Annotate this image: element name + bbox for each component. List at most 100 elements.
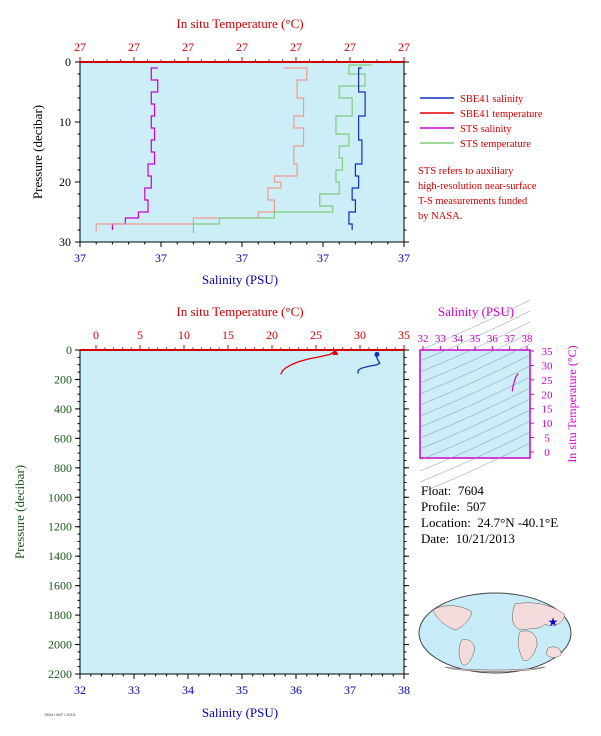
- legend: SBE41 salinity SBE41 temperature STS salin…: [420, 94, 543, 150]
- lower-bottom-tick-label: 34: [182, 683, 194, 697]
- upper-top-ticks: 27 27 27 27 27 27 27: [74, 40, 410, 62]
- lower-y-tick-label: 1000: [48, 490, 72, 504]
- location-row: Location: 24.7°N -40.1°E: [421, 515, 558, 531]
- legend-label: STS temperature: [460, 139, 531, 150]
- lower-top-tick-label: 35: [398, 328, 410, 342]
- lower-top-tick-label: 15: [222, 328, 234, 342]
- ts-top-tick-label: 36: [487, 333, 499, 345]
- lower-salinity-marker: [374, 351, 380, 357]
- lower-top-tick-label: 25: [310, 328, 322, 342]
- lower-y-tick-label: 2200: [48, 667, 72, 681]
- ts-top-tick-label: 33: [435, 333, 447, 345]
- note-line: by NASA.: [418, 211, 463, 222]
- lower-y-tick-label: 1200: [48, 520, 72, 534]
- ts-series: [511, 373, 519, 392]
- upper-bottom-axis-title: Salinity (PSU): [202, 272, 278, 287]
- upper-y-axis-title: Pressure (decibar): [30, 105, 45, 199]
- upper-top-tick-label: 27: [344, 40, 356, 54]
- upper-top-tick-label: 27: [74, 40, 86, 54]
- lower-y-axis-title: Pressure (decibar): [12, 465, 27, 559]
- upper-bottom-tick-label: 37: [236, 251, 248, 265]
- upper-y-ticks: 0 10 20 30: [59, 55, 409, 249]
- ts-density-contours: [419, 299, 531, 494]
- ts-right-tick-label: 35: [542, 346, 554, 358]
- upper-bottom-tick-label: 37: [317, 251, 329, 265]
- map-africa: [517, 630, 538, 661]
- ts-top-tick-label: 35: [470, 333, 482, 345]
- ts-top-tick-label: 37: [504, 333, 516, 345]
- ts-top-ticks: 32 33 34 35 36 37 38: [418, 333, 533, 350]
- lower-y-tick-label: 2000: [48, 638, 72, 652]
- world-map: ★: [418, 592, 572, 674]
- ts-line: [511, 373, 519, 392]
- ts-top-tick-label: 32: [418, 333, 429, 345]
- ts-contour-line: [419, 398, 531, 450]
- note-line: T-S measurements funded: [418, 196, 528, 207]
- profile-value: 507: [466, 499, 487, 514]
- lower-temperature-line: [280, 350, 336, 375]
- upper-top-tick-label: 27: [290, 40, 302, 54]
- ts-contour-line: [419, 442, 531, 494]
- upper-bottom-ticks: 37 37 37 37 37: [74, 242, 410, 265]
- map-continents: [432, 602, 566, 672]
- ts-right-tick-label: 25: [542, 375, 554, 387]
- lower-bottom-ticks: 32 33 34 35 36 37 38: [74, 674, 410, 697]
- ts-right-tick-label: 20: [542, 389, 554, 401]
- ts-contour-line: [419, 299, 531, 351]
- ts-right-tick-label: 5: [544, 433, 550, 445]
- lower-y-tick-label: 200: [54, 372, 72, 386]
- upper-top-tick-label: 27: [182, 40, 194, 54]
- note-line: STS refers to auxiliary: [418, 166, 514, 177]
- ts-top-tick-label: 34: [452, 333, 464, 345]
- lower-y-tick-label: 1800: [48, 608, 72, 622]
- ts-contour-line: [419, 354, 531, 406]
- upper-y-tick-label: 30: [59, 235, 71, 249]
- lower-series: [280, 349, 381, 375]
- ts-right-axis-title: In situ Temperature (°C): [565, 345, 579, 462]
- map-asia-europe: [512, 602, 566, 631]
- legend-label: STS salinity: [460, 124, 512, 135]
- upper-series-line: [111, 67, 159, 230]
- upper-bottom-tick-label: 37: [398, 251, 410, 265]
- lower-y-tick-label: 800: [54, 461, 72, 475]
- lower-plot: In situ Temperature (°C) 0 5 10 15 20 25 30 35 …: [12, 304, 410, 720]
- ts-contour-line: [419, 343, 531, 395]
- ts-right-ticks: 0 5 10 15 20 25 30 35: [530, 346, 553, 459]
- upper-plot: In situ Temperature (°C) 27 27 27 27 27 27 27 …: [30, 16, 410, 287]
- date-row: Date: 10/21/2013: [421, 531, 558, 547]
- ts-diagram: Salinity (PSU) 32 33 34 35 36 37 38 0 5 10 15 20 25…: [418, 299, 579, 494]
- date-label: Date:: [421, 531, 450, 546]
- map-antarctica: [444, 666, 546, 672]
- lower-top-tick-label: 0: [93, 328, 99, 342]
- upper-series-line: [192, 64, 372, 233]
- ts-top-axis-title: Salinity (PSU): [438, 304, 514, 319]
- ts-contour-line: [419, 332, 531, 384]
- profile-row: Profile: 507: [421, 499, 558, 515]
- upper-y-tick-label: 10: [59, 115, 71, 129]
- sts-note: STS refers to auxiliary high-resolution …: [418, 164, 536, 224]
- lower-bottom-tick-label: 37: [344, 683, 356, 697]
- ts-right-tick-label: 10: [542, 418, 554, 430]
- lower-bottom-tick-label: 38: [398, 683, 410, 697]
- ts-right-tick-label: 15: [542, 404, 554, 416]
- float-label: Float:: [421, 483, 452, 498]
- float-row: Float: 7604: [421, 483, 558, 499]
- lower-y-ticks: 0 200 400 600 800 1000 1200 1400 1600 1800 2000 220…: [48, 343, 409, 681]
- upper-top-tick-label: 27: [398, 40, 410, 54]
- upper-series-line: [95, 67, 308, 232]
- upper-top-axis-title: In situ Temperature (°C): [176, 16, 303, 31]
- ts-contour-line: [419, 321, 531, 373]
- lower-y-tick-label: 400: [54, 402, 72, 416]
- ts-contour-line: [419, 420, 531, 472]
- location-label: Location:: [421, 515, 471, 530]
- date-value: 10/21/2013: [455, 531, 515, 546]
- lower-bottom-axis-title: Salinity (PSU): [202, 705, 278, 720]
- lower-top-tick-label: 10: [178, 328, 190, 342]
- footer-stamp: 7604 / 507 / 2013: [44, 712, 76, 717]
- upper-series: [95, 64, 372, 233]
- ts-contour-line: [419, 376, 531, 428]
- upper-series-line: [348, 67, 366, 230]
- lower-top-tick-label: 20: [266, 328, 278, 342]
- map-float-marker: ★: [548, 615, 559, 629]
- map-ocean: [418, 592, 572, 674]
